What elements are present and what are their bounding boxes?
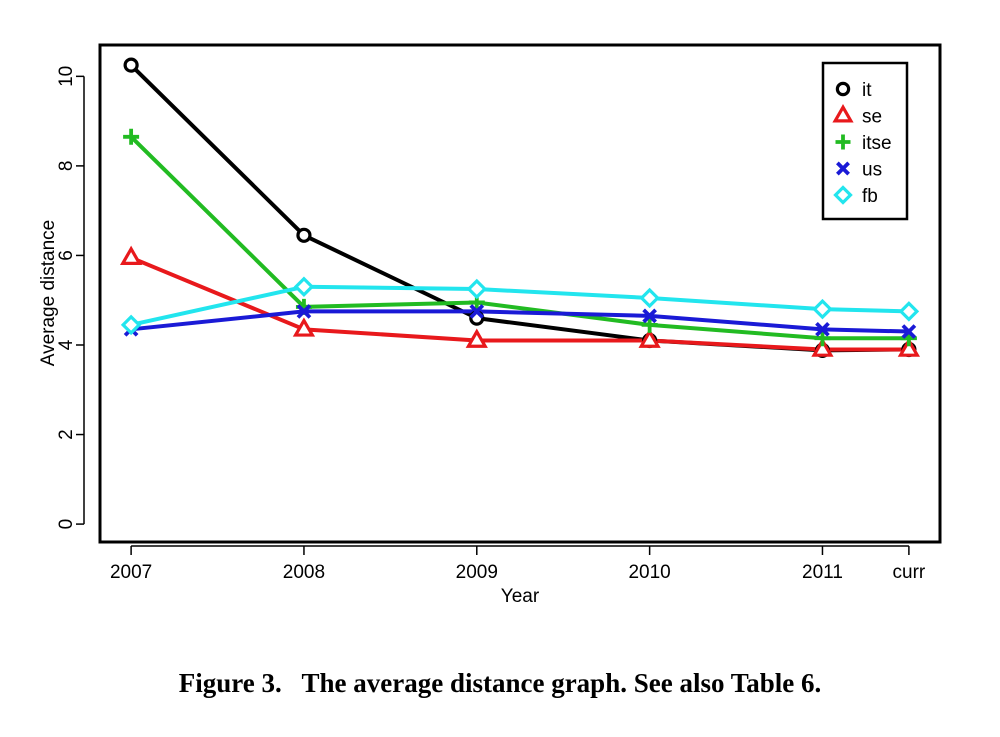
legend-marker-fb [833,185,853,205]
legend-item-itse: itse [835,133,892,154]
data-point-itse [123,128,140,145]
data-point-fb [120,314,142,336]
x-axis: 2007 2008 2009 2010 2011 curr [110,545,926,583]
x-tick-label: curr [893,562,926,583]
data-point-se [638,328,661,348]
data-point-it [296,227,312,243]
series-markers [119,57,921,358]
data-point-us [469,304,485,319]
y-axis-title: Average distance [38,220,59,366]
data-point-se [292,317,316,337]
legend-label-fb: fb [862,186,878,207]
legend-item-it: it [835,80,872,101]
legend-marker-us [836,161,850,176]
y-tick-label: 4 [56,339,77,350]
data-point-fb [639,287,660,309]
legend-marker-se [832,104,854,123]
legend-item-fb: fb [833,185,878,207]
series-markers-itse [123,128,917,347]
legend-marker-itse [835,134,851,150]
series-line-se [130,255,909,352]
data-point-fb [812,298,833,320]
data-point-itse [641,316,658,333]
data-point-us [642,308,657,324]
x-tick-label: 2011 [802,562,843,583]
data-point-fb [293,276,315,298]
y-tick-label: 6 [56,250,77,261]
x-tick-label: 2007 [110,562,152,583]
series-lines [129,63,909,353]
data-point-se [811,337,834,357]
data-point-se [119,245,143,266]
data-point-fb [466,278,488,300]
line-chart: 0 2 4 6 8 10 2007 2008 2009 2010 2011 curr Year Av… [38,43,942,607]
data-point-us [815,321,830,337]
y-tick-label: 10 [56,66,77,87]
plot-frame [98,43,942,544]
legend-marker-it [835,81,851,97]
legend-item-us: us [836,160,882,181]
series-markers-se [119,245,921,357]
y-tick-label: 2 [56,429,77,440]
x-tick-label: 2009 [456,562,498,583]
y-axis: 0 2 4 6 8 10 [56,66,85,530]
data-point-se [465,328,488,348]
figure-caption: Figure 3. The average distance graph. Se… [178,668,822,698]
legend-label-se: se [862,107,882,128]
y-tick-label: 8 [56,161,77,172]
x-tick-label: 2008 [283,562,325,583]
legend-label-it: it [862,80,872,101]
legend-item-se: se [832,104,882,128]
legend-label-itse: itse [862,133,892,154]
series-line-fb [130,284,909,327]
series-se [130,255,909,352]
series-us [130,309,909,334]
data-point-us [901,324,917,339]
x-tick-label: 2010 [628,562,670,583]
data-point-se [897,337,921,357]
series-fb [130,284,909,327]
data-point-us [296,304,312,319]
series-line-us [130,309,909,334]
series-markers-us [123,304,917,339]
data-point-it [123,57,139,73]
data-point-itse [814,330,831,347]
data-point-fb [898,301,920,322]
x-axis-title: Year [501,586,540,607]
y-tick-label: 0 [56,519,77,530]
series-markers-fb [120,276,920,336]
legend-label-us: us [862,160,882,181]
